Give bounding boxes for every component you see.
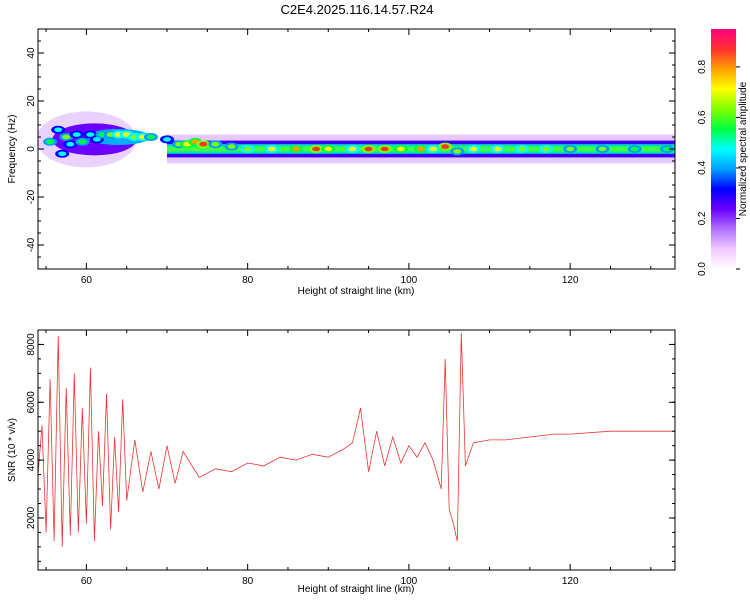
chart-title: C2E4.2025.116.14.57.R24 bbox=[281, 2, 434, 17]
snr-axes: 60 80 100 120 2000 4000 6000 8000 bbox=[26, 329, 675, 587]
snr-ytick-label-8000: 8000 bbox=[26, 333, 37, 356]
burst-core-27 bbox=[324, 146, 333, 152]
burst-core-2 bbox=[58, 151, 67, 157]
snr-xtick-label-60: 60 bbox=[81, 576, 93, 587]
spectrogram-ytick-label-20: 20 bbox=[26, 95, 37, 107]
snr-ytick-label-6000: 6000 bbox=[26, 391, 37, 414]
burst-core-31 bbox=[396, 146, 405, 152]
spectrogram-xtick-label-80: 80 bbox=[242, 275, 254, 286]
burst-core-40 bbox=[566, 146, 575, 152]
burst-core-21 bbox=[211, 141, 220, 147]
spectrogram-ytick-label--20: -20 bbox=[26, 189, 37, 204]
colorbar-label: Normalized spectral amplitude bbox=[738, 81, 749, 216]
burst-core-15 bbox=[146, 134, 155, 140]
colorbar-tick-label-0: 0.0 bbox=[697, 262, 708, 276]
snr-xtick-label-100: 100 bbox=[401, 576, 418, 587]
spectrogram-ytick-label--40: -40 bbox=[26, 237, 37, 252]
burst-core-29 bbox=[364, 146, 373, 152]
burst-core-7 bbox=[86, 132, 95, 137]
spectrogram-xtick-label-120: 120 bbox=[562, 275, 579, 286]
burst-core-20 bbox=[199, 141, 208, 147]
spectrogram-axes: 60 80 100 120 -40 -20 0 20 40 bbox=[26, 28, 675, 286]
burst-core-16 bbox=[163, 137, 172, 142]
snr-xtick-label-80: 80 bbox=[242, 576, 254, 587]
burst-core-42 bbox=[630, 146, 639, 152]
burst-core-26 bbox=[312, 146, 321, 152]
spectrogram-xtick-label-60: 60 bbox=[81, 275, 93, 286]
burst-core-38 bbox=[517, 146, 526, 152]
burst-core-39 bbox=[541, 146, 550, 152]
burst-core-37 bbox=[493, 146, 502, 152]
burst-core-25 bbox=[292, 146, 301, 152]
spectrogram-xtick-label-100: 100 bbox=[401, 275, 418, 286]
burst-core-0 bbox=[46, 139, 55, 145]
snr-xlabel: Height of straight line (km) bbox=[298, 584, 415, 595]
burst-core-24 bbox=[267, 146, 276, 152]
burst-core-3 bbox=[62, 134, 71, 140]
snr-series-line bbox=[38, 332, 675, 547]
colorbar-ticks: 0.0 0.2 0.4 0.6 0.8 bbox=[697, 60, 740, 276]
burst-core-36 bbox=[469, 146, 478, 152]
colorbar-tick-label-4: 0.8 bbox=[697, 60, 708, 74]
burst-core-23 bbox=[243, 146, 252, 152]
colorbar bbox=[711, 29, 736, 269]
burst-core-34 bbox=[441, 144, 450, 149]
snr-xtick-label-120: 120 bbox=[562, 576, 579, 587]
burst-core-43 bbox=[662, 146, 671, 152]
burst-core-1 bbox=[54, 127, 63, 133]
snr-ytick-label-4000: 4000 bbox=[26, 449, 37, 472]
burst-core-4 bbox=[66, 141, 75, 147]
burst-core-33 bbox=[429, 146, 438, 152]
colorbar-tick-label-3: 0.6 bbox=[697, 110, 708, 124]
burst-core-30 bbox=[380, 146, 389, 152]
burst-core-6 bbox=[78, 139, 87, 145]
spectrogram-ytick-label-40: 40 bbox=[26, 47, 37, 59]
spectrogram-panel bbox=[38, 29, 675, 269]
snr-plot-area bbox=[38, 330, 675, 570]
spectrogram-ylabel: Frequency (Hz) bbox=[7, 115, 18, 184]
spectrogram-xlabel: Height of straight line (km) bbox=[298, 286, 415, 297]
spectrogram-ytick-label-0: 0 bbox=[26, 146, 37, 152]
burst-core-22 bbox=[227, 144, 236, 149]
burst-core-8 bbox=[92, 137, 101, 142]
snr-frame bbox=[37, 329, 676, 571]
burst-core-5 bbox=[72, 132, 81, 137]
colorbar-tick-label-1: 0.2 bbox=[697, 211, 708, 225]
burst-core-35 bbox=[453, 149, 462, 154]
snr-ytick-label-2000: 2000 bbox=[26, 506, 37, 529]
burst-core-28 bbox=[348, 146, 357, 152]
burst-core-41 bbox=[598, 146, 607, 152]
colorbar-tick-label-2: 0.4 bbox=[697, 161, 708, 175]
snr-ylabel: SNR (10 * v/v) bbox=[7, 418, 18, 482]
burst-core-32 bbox=[417, 146, 426, 152]
